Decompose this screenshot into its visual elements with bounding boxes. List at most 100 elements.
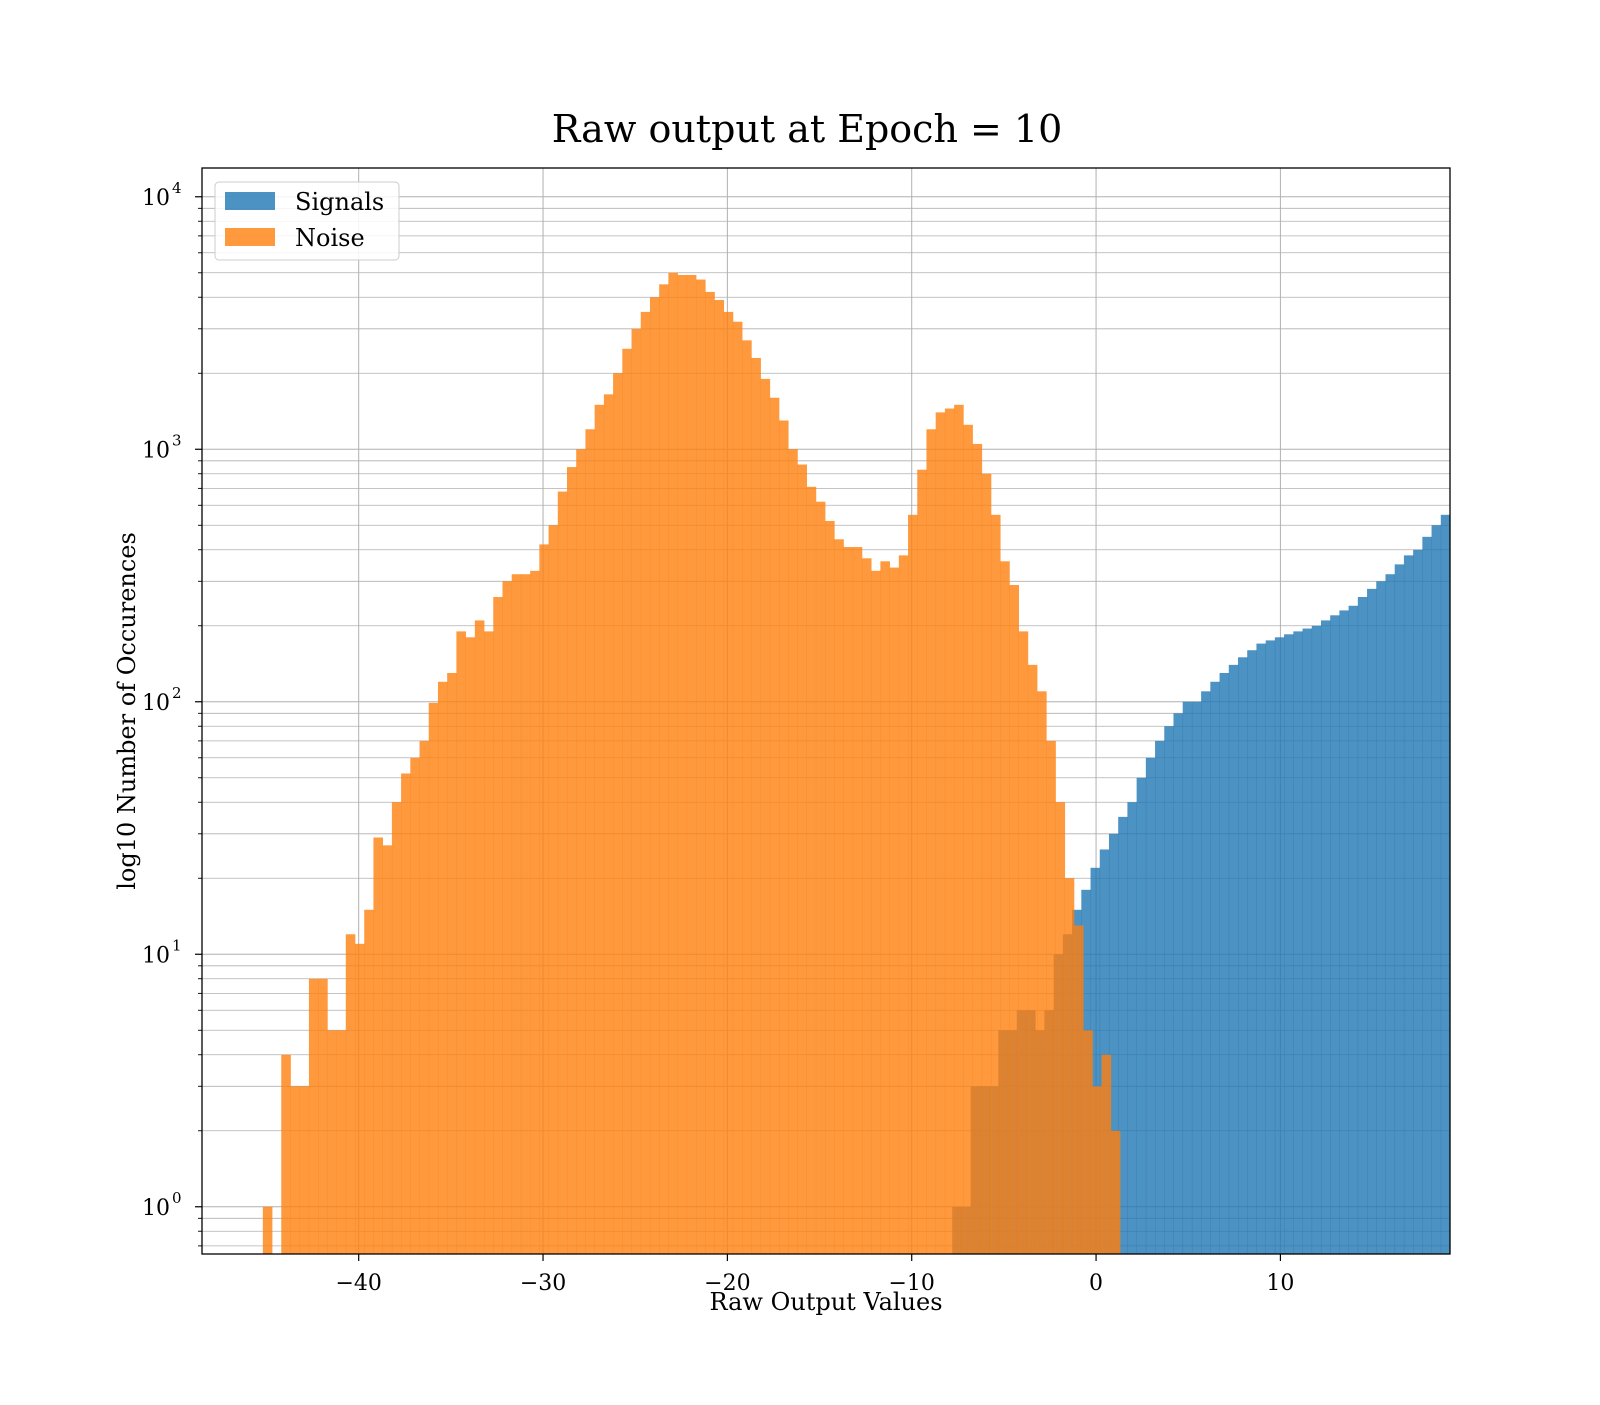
signals-bar [1302, 628, 1313, 1254]
noise-bar [447, 672, 457, 1254]
noise-bar [308, 978, 319, 1254]
noise-bar [299, 1086, 310, 1254]
noise-bar [336, 1030, 347, 1254]
signals-bar [1339, 610, 1349, 1254]
noise-bar [640, 311, 651, 1254]
x-tick-label: −30 [520, 1271, 566, 1296]
noise-bar [428, 702, 439, 1254]
noise-bar [760, 378, 771, 1254]
noise-bar [410, 757, 420, 1254]
signals-bar [1256, 643, 1267, 1254]
noise-bar [484, 631, 494, 1254]
noise-bar [778, 420, 789, 1254]
noise-bar [493, 596, 503, 1254]
noise-bar [917, 469, 927, 1254]
noise-bar [649, 297, 660, 1254]
legend-label-signals: Signals [295, 188, 384, 216]
legend-swatch-noise [225, 228, 275, 246]
noise-bar [318, 978, 328, 1254]
noise-bar [382, 845, 393, 1254]
noise-bar [465, 637, 476, 1254]
noise-bar [852, 547, 863, 1254]
noise-bar [1037, 691, 1047, 1254]
signals-bar [1431, 525, 1442, 1254]
signals-bar [1367, 588, 1377, 1254]
noise-bar [677, 274, 688, 1254]
legend: Signals Noise [214, 181, 400, 261]
noise-bar [576, 449, 586, 1254]
noise-bar [1018, 631, 1029, 1254]
noise-bar [345, 934, 356, 1254]
signals-bar [1440, 514, 1450, 1254]
noise-bar [954, 404, 964, 1254]
signals-bar [1090, 867, 1101, 1254]
chart-title: Raw output at Epoch = 10 [552, 107, 1063, 151]
noise-bar [631, 328, 642, 1254]
x-tick-label: −20 [704, 1271, 750, 1296]
noise-bar [742, 340, 752, 1254]
noise-bar [327, 1030, 337, 1254]
plot-frame [201, 167, 1451, 1255]
series-noise [262, 272, 1121, 1254]
y-tick-exponent: 1 [172, 936, 182, 954]
y-tick-label: 10 [142, 943, 170, 968]
noise-bar [511, 574, 522, 1254]
noise-bar [520, 574, 531, 1254]
signals-bar [1136, 777, 1147, 1254]
x-axis-label: Raw Output Values [709, 1288, 942, 1316]
legend-label-noise: Noise [295, 224, 365, 252]
signals-bar [1403, 555, 1414, 1254]
noise-bar [1000, 561, 1010, 1254]
noise-bar [769, 397, 780, 1254]
noise-bar [290, 1086, 301, 1254]
noise-bar [751, 357, 761, 1254]
noise-bar [686, 274, 697, 1254]
signals-bar [1284, 634, 1294, 1254]
noise-bar [926, 429, 937, 1254]
signals-bar [1173, 713, 1184, 1254]
noise-bar [262, 1206, 273, 1254]
signals-bar [1265, 640, 1276, 1254]
noise-bar [797, 464, 807, 1254]
y-tick-exponent: 0 [172, 1189, 182, 1207]
signals-bar [1293, 631, 1303, 1254]
noise-bar [364, 909, 374, 1254]
noise-bar [861, 558, 872, 1254]
y-tick-label: 10 [142, 186, 170, 211]
signals-bar [1320, 620, 1331, 1254]
signals-bar [1330, 615, 1340, 1254]
y-tick-label: 10 [142, 1196, 170, 1221]
noise-bar [815, 501, 826, 1254]
noise-bar [456, 631, 466, 1254]
noise-bar [825, 520, 835, 1254]
signals-bar [1099, 849, 1110, 1254]
signals-bar [1413, 549, 1423, 1254]
signals-bar [1376, 581, 1386, 1254]
y-tick-exponent: 4 [172, 179, 182, 197]
noise-bar [935, 412, 946, 1254]
noise-bar [981, 473, 992, 1254]
signals-bar [1357, 596, 1368, 1254]
noise-bar [843, 547, 854, 1254]
noise-bar [834, 539, 844, 1254]
noise-bar [1110, 1130, 1121, 1254]
noise-bar [723, 311, 734, 1254]
noise-bar [539, 544, 549, 1254]
legend-swatch-signals [225, 192, 275, 210]
signals-bar [1127, 802, 1137, 1254]
noise-bar [566, 467, 577, 1254]
signals-bar [1422, 536, 1432, 1254]
signals-bar [1145, 757, 1156, 1254]
noise-bar [1009, 585, 1019, 1254]
noise-bar [530, 570, 540, 1254]
signals-bar [1348, 605, 1359, 1254]
noise-bar [391, 802, 402, 1254]
signals-bar [1108, 833, 1119, 1254]
noise-bar [281, 1054, 291, 1254]
noise-bar [401, 773, 411, 1254]
x-axis-ticks: −40 −30 −20 −10 0 10 [335, 1254, 1294, 1296]
noise-bar [373, 837, 384, 1254]
noise-bar [732, 321, 743, 1254]
